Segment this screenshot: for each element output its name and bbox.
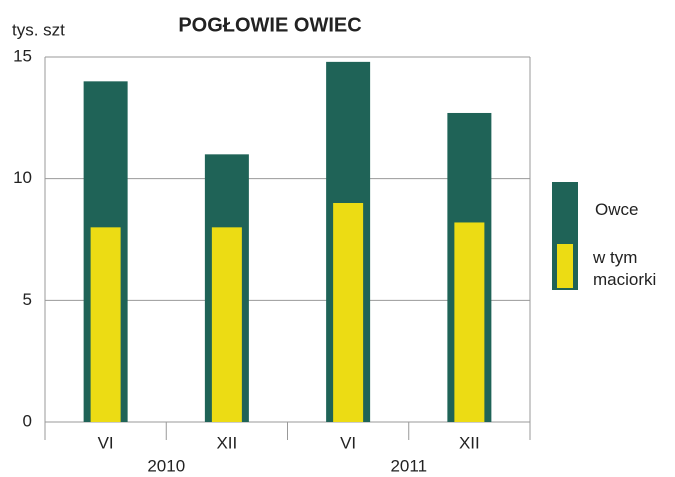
bar	[333, 203, 363, 422]
y-tick-label: 10	[13, 168, 32, 187]
x-tick-label: VI	[98, 433, 114, 452]
legend-swatch	[557, 244, 573, 288]
x-group-label: 2010	[147, 456, 185, 475]
chart-title: POGŁOWIE OWIEC	[178, 14, 361, 36]
y-tick-label: 0	[23, 411, 32, 430]
x-tick-label: XII	[216, 433, 237, 452]
x-group-label: 2011	[390, 456, 427, 475]
legend-label: w tym maciorki	[593, 247, 668, 291]
legend-label: Owce	[595, 199, 670, 221]
bar	[454, 222, 484, 422]
y-tick-label: 5	[23, 290, 32, 309]
x-tick-label: VI	[340, 433, 356, 452]
page: {"chart_data": {"type": "overlap-bar", "…	[0, 0, 675, 477]
bar	[212, 227, 242, 422]
y-tick-label: 15	[13, 46, 32, 65]
y-axis-label: tys. szt	[12, 20, 65, 39]
chart: tys. szt POGŁOWIE OWIEC 0 5 10 15 VI XII VI XII…	[0, 0, 675, 477]
bar	[91, 227, 121, 422]
x-tick-label: XII	[459, 433, 480, 452]
